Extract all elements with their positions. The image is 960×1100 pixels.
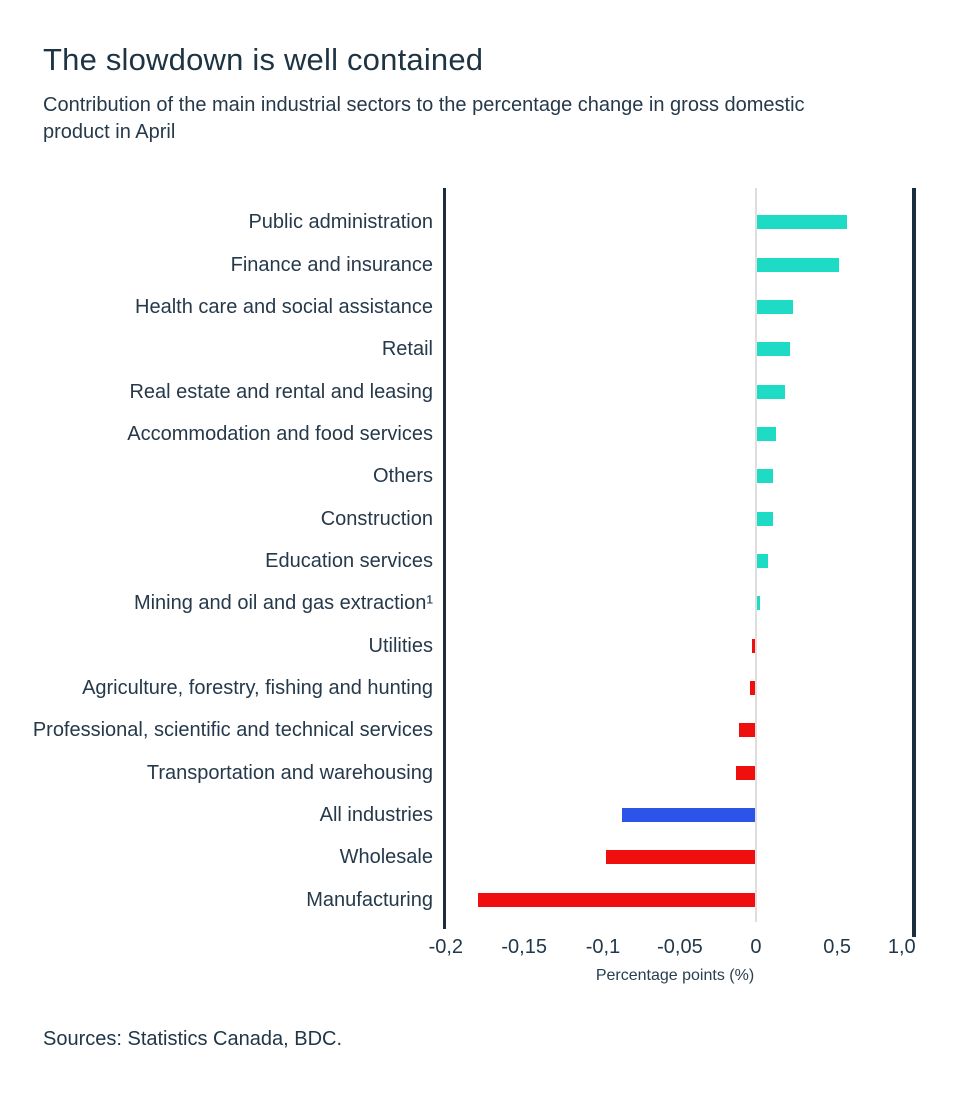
- page-subtitle: Contribution of the main industrial sect…: [43, 94, 805, 143]
- x-tick-label-0: 0: [750, 936, 762, 958]
- category-label-health-care-and-social-assistance: Health care and social assistance: [135, 295, 433, 318]
- bar-transportation-and-warehousing: [735, 765, 755, 780]
- bar-agriculture-forestry-fishing-and-hunting: [749, 681, 755, 696]
- x-tick-label-1-0: 1,0: [887, 936, 916, 958]
- category-label-agriculture-forestry-fishing-and-hunting: Agriculture, forestry, fishing and hunti…: [82, 677, 433, 700]
- category-label-education-services: Education services: [265, 549, 433, 572]
- x-tick-label-0-1: -0,1: [585, 936, 621, 958]
- category-label-finance-and-insurance: Finance and insurance: [230, 253, 433, 276]
- category-label-real-estate-and-rental-and-leasing: Real estate and rental and leasing: [129, 380, 433, 403]
- category-label-manufacturing: Manufacturing: [306, 888, 433, 911]
- category-label-others: Others: [372, 465, 433, 488]
- category-label-construction: Construction: [320, 507, 433, 530]
- right-axis-line: [912, 188, 916, 937]
- x-tick-label-0-2: -0,2: [428, 936, 464, 958]
- bar-construction: [756, 511, 773, 526]
- bar-all-industries: [621, 808, 755, 823]
- x-axis-title: Percentage points (%): [595, 967, 755, 984]
- bar-retail: [756, 342, 790, 357]
- x-tick-label-0-5: 0,5: [823, 936, 852, 958]
- bar-accommodation-and-food-services: [756, 426, 776, 441]
- category-label-all-industries: All industries: [319, 804, 433, 827]
- category-label-retail: Retail: [381, 338, 433, 361]
- bar-manufacturing: [477, 892, 755, 907]
- category-label-professional-scientific-and-technical-services: Professional, scientific and technical s…: [32, 719, 433, 742]
- bar-professional-scientific-and-technical-services: [738, 723, 755, 738]
- bar-mining-and-oil-and-gas-extraction: [756, 596, 760, 611]
- bar-finance-and-insurance: [756, 257, 839, 272]
- bar-utilities: [751, 638, 755, 653]
- category-label-utilities: Utilities: [368, 634, 433, 657]
- bar-health-care-and-social-assistance: [756, 299, 793, 314]
- source-note: Sources: Statistics Canada, BDC.: [43, 1028, 343, 1050]
- bar-others: [756, 469, 773, 484]
- x-tick-label-0-05: -0,05: [657, 936, 703, 958]
- bar-wholesale: [605, 850, 755, 865]
- category-label-transportation-and-warehousing: Transportation and warehousing: [146, 761, 433, 784]
- bar-education-services: [756, 553, 768, 568]
- x-tick-label-0-15: -0,15: [501, 936, 547, 958]
- bar-public-administration: [756, 215, 847, 230]
- chart: Percentage points (%) Public administrat…: [0, 185, 960, 1015]
- left-axis-line: [443, 188, 446, 929]
- category-label-public-administration: Public administration: [248, 211, 433, 234]
- bar-real-estate-and-rental-and-leasing: [756, 384, 785, 399]
- category-label-wholesale: Wholesale: [339, 846, 433, 869]
- page-title: The slowdown is well contained: [43, 42, 484, 77]
- category-label-mining-and-oil-and-gas-extraction: Mining and oil and gas extraction¹: [133, 592, 433, 615]
- zero-gridline: [755, 188, 757, 922]
- category-label-accommodation-and-food-services: Accommodation and food services: [127, 422, 433, 445]
